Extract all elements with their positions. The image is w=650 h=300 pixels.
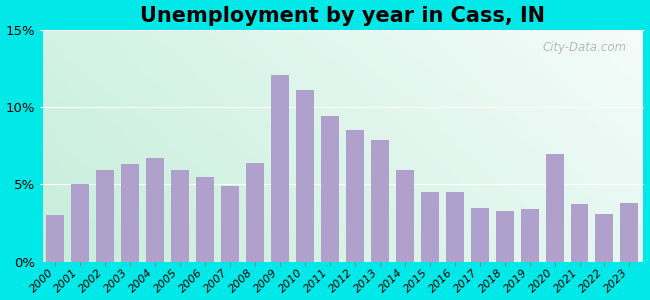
Bar [495,211,514,262]
Bar [320,116,339,262]
Bar [171,170,189,262]
Bar [471,208,489,262]
Bar [196,177,214,262]
Bar [545,154,564,262]
Title: Unemployment by year in Cass, IN: Unemployment by year in Cass, IN [140,6,545,26]
Bar [121,164,139,262]
Text: City-Data.com: City-Data.com [542,41,627,55]
Bar [396,170,413,262]
Bar [96,170,114,262]
Bar [221,186,239,262]
Bar [595,214,614,262]
Bar [571,205,588,262]
Bar [46,215,64,262]
Bar [271,75,289,262]
Bar [346,130,364,262]
Bar [246,163,264,262]
Bar [146,158,164,262]
Bar [370,140,389,262]
Bar [296,90,314,262]
Bar [521,209,539,262]
Bar [621,203,638,262]
Bar [71,184,89,262]
Bar [421,192,439,262]
Bar [446,192,463,262]
